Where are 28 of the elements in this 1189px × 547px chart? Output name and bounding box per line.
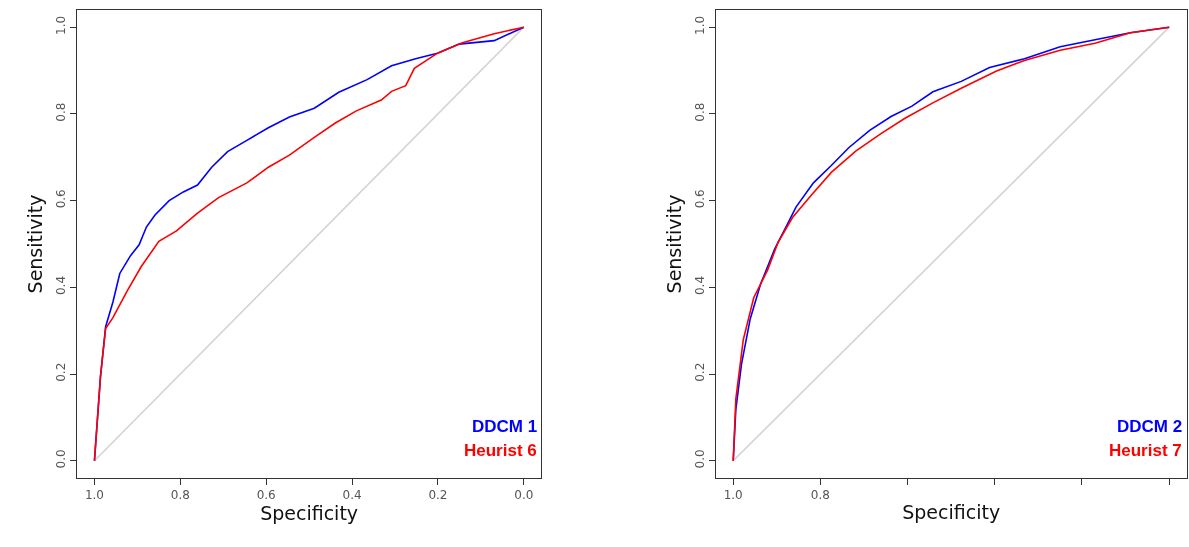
y-tick-label: 0.0	[692, 449, 707, 469]
y-tick-label: 0.2	[692, 362, 707, 382]
x-tick-label: 0.0	[514, 488, 534, 503]
x-tick-label: 0.4	[342, 488, 362, 503]
y-tick-label: 0.8	[54, 102, 69, 122]
y-tick-label: 0.0	[54, 449, 69, 469]
x-tick-label: 0.8	[170, 488, 190, 503]
y-tick-label: 1.0	[692, 15, 707, 35]
x-axis-title: Specificity	[902, 501, 1001, 524]
x-tick-label: 0.2	[428, 488, 448, 503]
text: DDCM 1	[472, 417, 538, 436]
y-tick-label: 0.6	[692, 189, 707, 209]
y-axis-title: Sensitivity	[662, 194, 685, 294]
x-tick-label: 0.8	[810, 488, 830, 503]
x-tick-label: 0.6	[256, 488, 276, 503]
y-tick-label: 0.6	[54, 189, 69, 209]
text: Heurist 6	[464, 441, 537, 460]
x-tick-label: 1.0	[84, 488, 104, 503]
text: Heurist 7	[1109, 441, 1182, 460]
x-axis-title: Specificity	[260, 502, 359, 525]
y-tick-label: 0.8	[692, 102, 707, 122]
text: DDCM 2	[1117, 417, 1183, 436]
y-tick-label: 0.4	[54, 275, 69, 296]
y-tick-label: 0.2	[54, 362, 69, 382]
y-tick-label: 1.0	[54, 15, 69, 35]
x-tick-label: 1.0	[723, 488, 743, 503]
y-axis-title: Sensitivity	[24, 194, 47, 294]
y-tick-label: 0.4	[692, 275, 707, 296]
